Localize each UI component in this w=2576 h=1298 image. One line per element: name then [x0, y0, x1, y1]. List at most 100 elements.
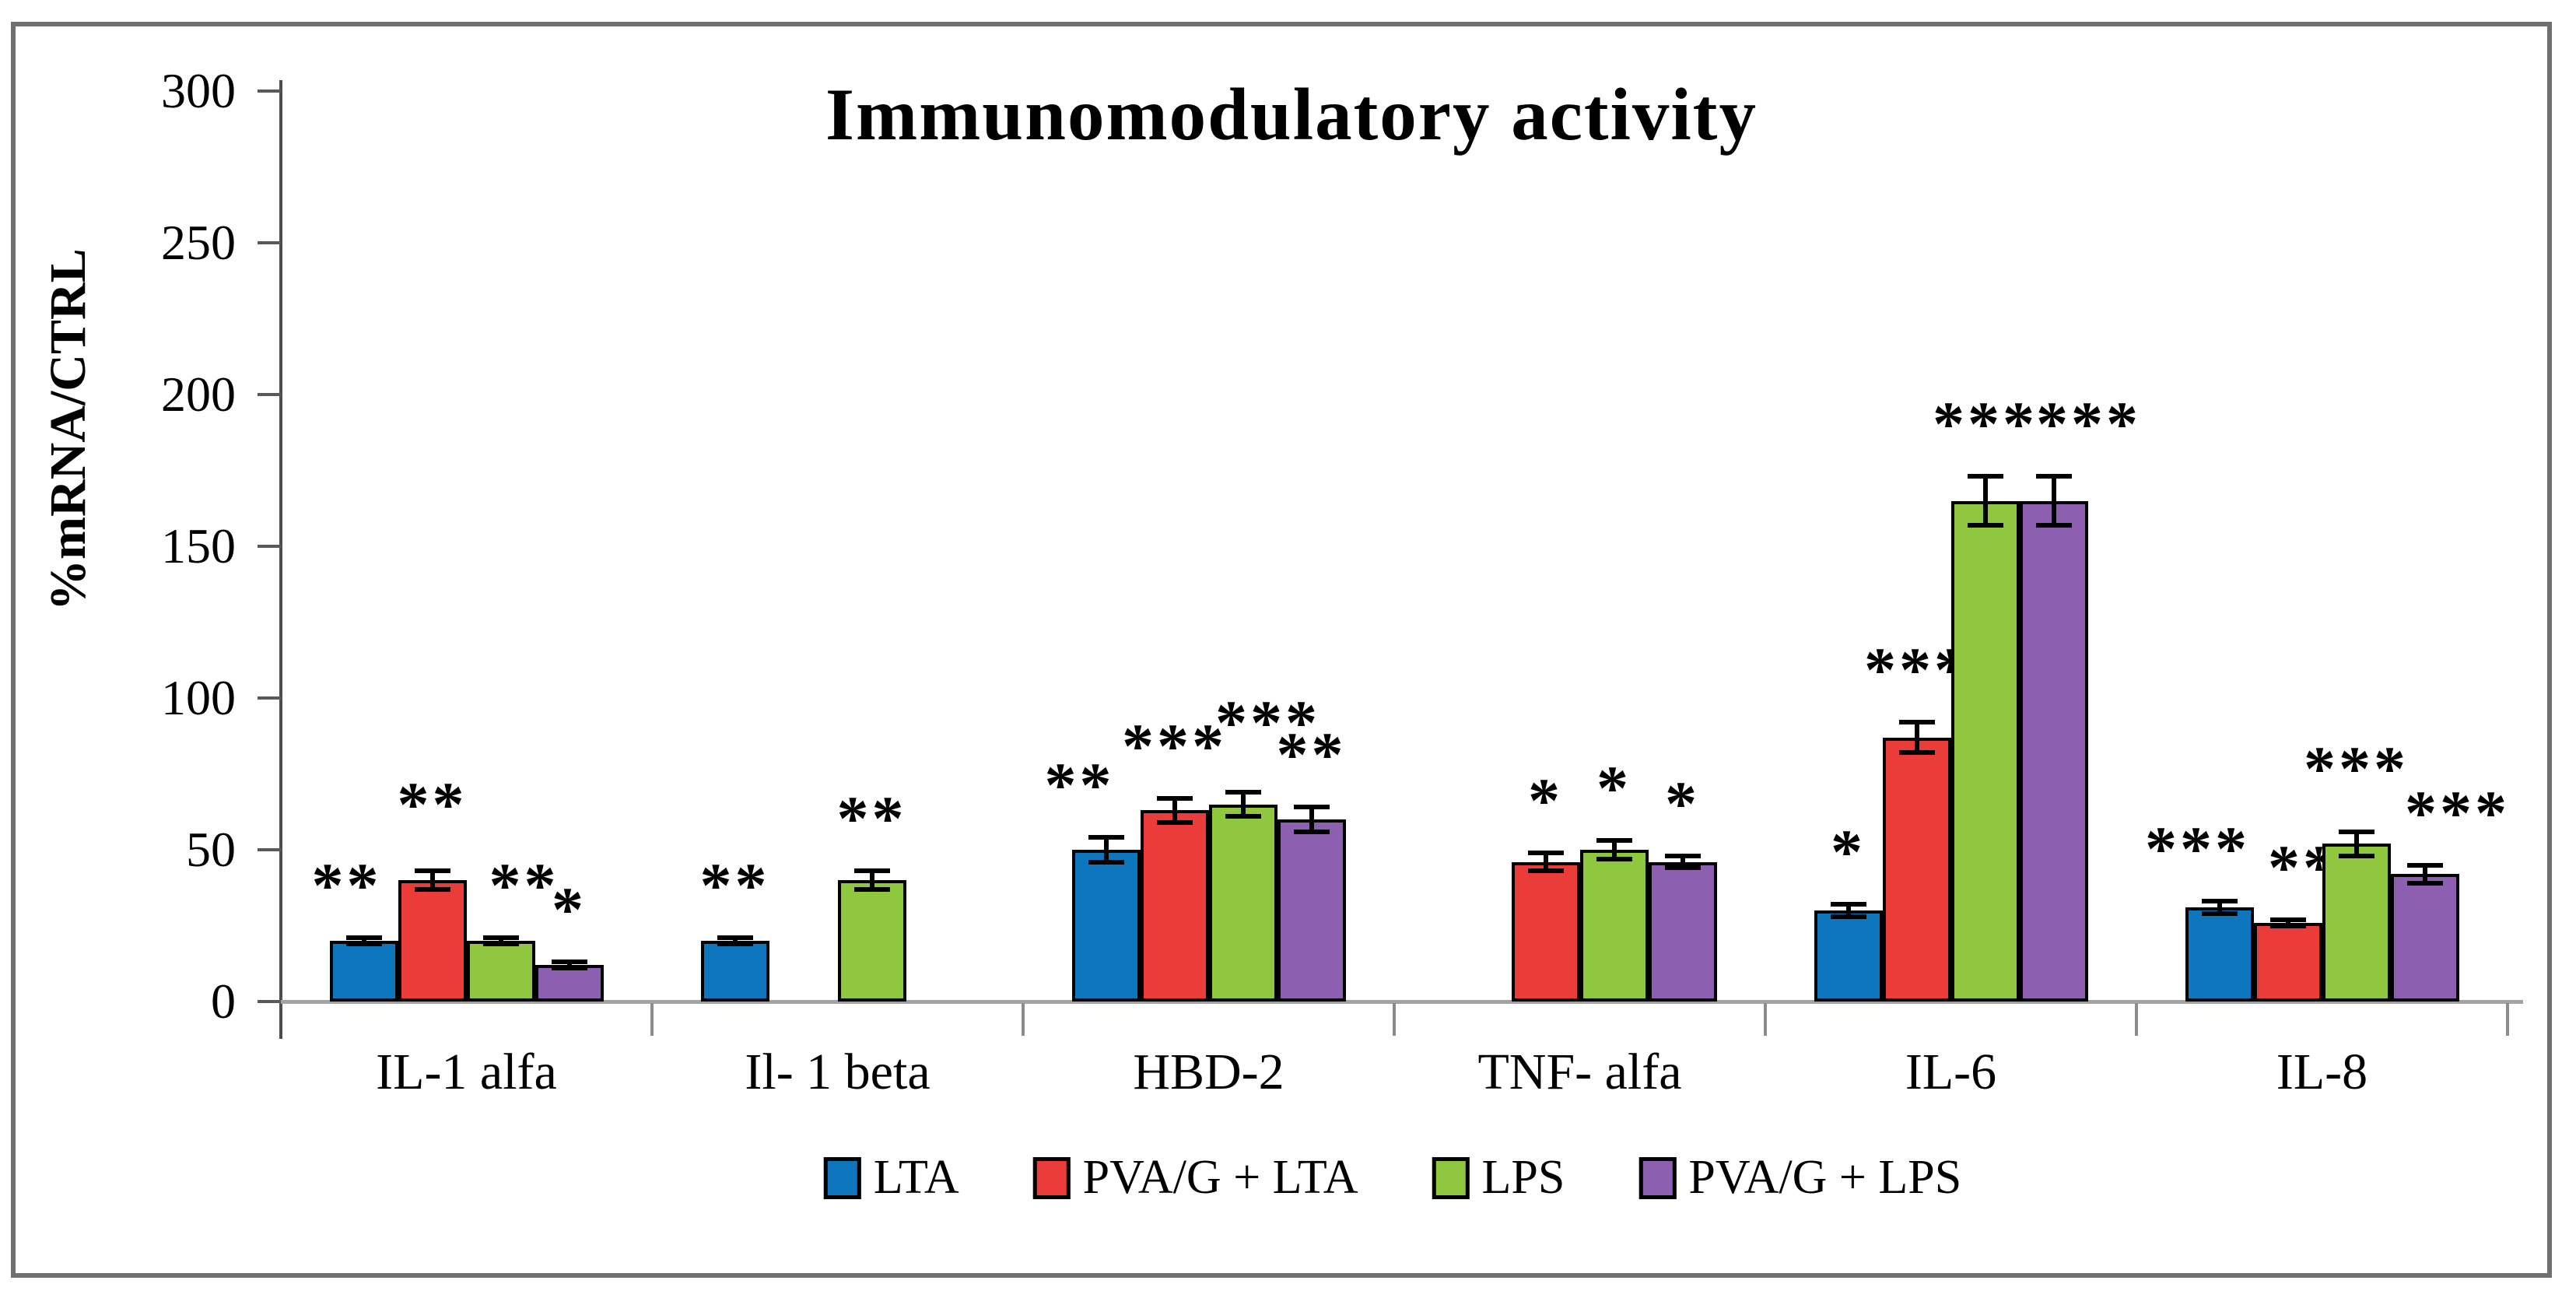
bar-pva-g-lta: [398, 880, 467, 1002]
significance-stars: ***: [1864, 634, 1969, 706]
error-bar-cap-bottom: [551, 966, 587, 971]
error-bar-stem: [869, 871, 874, 889]
error-bar-cap-bottom: [2269, 923, 2306, 928]
significance-stars: ***: [2036, 388, 2141, 460]
x-tick-mark: [1764, 1003, 1767, 1036]
error-bar-cap-bottom: [1527, 868, 1564, 874]
error-bar-cap-bottom: [1596, 856, 1632, 861]
significance-stars: **: [699, 850, 770, 921]
bar-lps: [1208, 804, 1277, 1002]
y-tick-mark: [258, 848, 281, 851]
bar-pva-g-lps: [534, 965, 604, 1002]
error-bar-cap-top: [1156, 795, 1193, 801]
legend-swatch: [1432, 1156, 1470, 1199]
bar-pva-g-lta: [1511, 861, 1580, 1002]
bar-pva-g-lps: [2390, 874, 2459, 1002]
error-bar-cap-bottom: [1225, 814, 1261, 819]
error-bar-cap-top: [2269, 917, 2306, 922]
error-bar-stem: [732, 938, 738, 944]
y-tick-mark: [258, 696, 281, 700]
error-bar-cap-bottom: [1664, 865, 1701, 871]
error-bar-cap-bottom: [414, 886, 450, 892]
bar-pva-g-lps: [2019, 500, 2088, 1002]
y-axis-line: [279, 80, 282, 1039]
bar-pva-g-lta: [2253, 922, 2322, 1002]
significance-stars: **: [836, 783, 907, 854]
error-bar-cap-top: [853, 868, 890, 874]
legend-item: LTA: [823, 1150, 959, 1205]
legend-label: PVA/G + LTA: [1082, 1151, 1358, 1204]
y-tick-mark: [258, 393, 281, 396]
significance-stars: ***: [1122, 710, 1227, 781]
error-bar-stem: [2353, 831, 2359, 856]
figure-border-frame: [11, 22, 2552, 1278]
y-tick-mark: [258, 241, 281, 244]
significance-stars: ***: [2145, 813, 2250, 885]
error-bar-cap-bottom: [1293, 829, 1330, 834]
y-tick-label: 300: [161, 63, 236, 118]
error-bar-stem: [1103, 837, 1109, 862]
error-bar-cap-bottom: [2406, 880, 2443, 886]
x-tick-mark: [1022, 1003, 1025, 1036]
error-bar-cap-top: [1967, 474, 2003, 479]
x-axis-line: [281, 1000, 2523, 1004]
error-bar-stem: [1914, 722, 1919, 753]
x-tick-mark: [2135, 1003, 2138, 1036]
significance-stars: ***: [2304, 732, 2409, 804]
error-bar-stem: [429, 871, 435, 889]
error-bar-cap-bottom: [1830, 914, 1866, 919]
error-bar-stem: [1611, 840, 1617, 859]
error-bar-stem: [566, 962, 572, 969]
significance-stars: **: [397, 769, 468, 840]
significance-stars: *: [1596, 752, 1631, 824]
error-bar-cap-top: [2406, 862, 2443, 868]
error-bar-stem: [2051, 476, 2056, 525]
error-bar-cap-bottom: [2035, 522, 2072, 528]
legend: LTA PVA/G + LTA LPS PVA/G + LPS: [823, 1150, 1961, 1205]
error-bar-cap-top: [1225, 789, 1261, 795]
bar-lta: [2185, 907, 2254, 1002]
error-bar-stem: [2217, 901, 2222, 914]
error-bar-cap-top: [2201, 899, 2238, 904]
bar-lta: [329, 941, 398, 1002]
error-bar-cap-top: [414, 868, 450, 874]
error-bar-cap-bottom: [1088, 859, 1124, 865]
error-bar-stem: [1982, 476, 1988, 525]
bar-pva-g-lps: [1277, 819, 1346, 1002]
bar-lps: [837, 880, 906, 1002]
y-tick-mark: [258, 89, 281, 93]
bar-pva-g-lta: [1882, 737, 1951, 1002]
error-bar-cap-bottom: [2338, 853, 2374, 858]
error-bar-cap-top: [482, 935, 519, 941]
x-tick-mark: [1393, 1003, 1396, 1036]
error-bar-stem: [1845, 904, 1851, 917]
error-bar-stem: [2285, 919, 2290, 926]
error-bar-cap-bottom: [1156, 819, 1193, 825]
category-label: TNF- alfa: [1477, 1044, 1682, 1100]
legend-item: PVA/G + LTA: [1032, 1150, 1358, 1205]
significance-stars: *: [552, 874, 587, 945]
error-bar-stem: [361, 938, 366, 944]
error-bar-cap-bottom: [717, 941, 753, 946]
x-tick-mark: [2506, 1003, 2509, 1036]
error-bar-stem: [1543, 852, 1548, 872]
error-bar-cap-top: [717, 935, 753, 941]
significance-stars: ***: [2405, 777, 2510, 848]
error-bar-cap-top: [1664, 853, 1701, 858]
category-label: HBD-2: [1133, 1044, 1284, 1100]
error-bar-stem: [2422, 865, 2427, 883]
significance-stars: ***: [1215, 686, 1320, 758]
bar-lps: [2322, 844, 2391, 1002]
error-bar-stem: [498, 938, 503, 944]
legend-label: LTA: [873, 1151, 959, 1204]
error-bar-cap-top: [1830, 902, 1866, 907]
x-tick-mark: [650, 1003, 654, 1036]
significance-stars: **: [311, 850, 382, 921]
error-bar-cap-bottom: [1898, 750, 1935, 756]
y-tick-label: 100: [161, 670, 236, 725]
significance-stars: ***: [1933, 388, 2038, 460]
bar-lta: [700, 941, 769, 1002]
significance-stars: **: [1044, 749, 1115, 821]
error-bar-stem: [1680, 855, 1685, 868]
y-tick-label: 150: [161, 518, 236, 574]
